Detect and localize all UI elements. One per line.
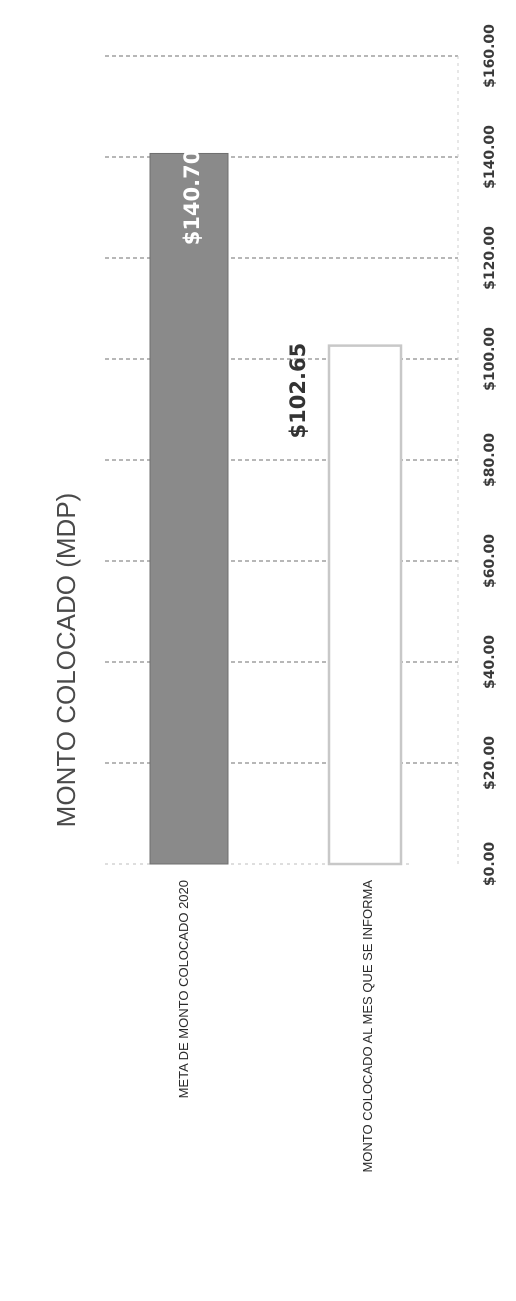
tick-label: $100.00 — [482, 327, 498, 391]
bars — [149, 152, 403, 866]
bar-2 — [327, 344, 403, 866]
tick-label: $40.00 — [482, 635, 498, 689]
labels: $0.00 $20.00 $40.00 $60.00 $80.00 $100.00 $120… — [176, 24, 498, 1173]
category-label: MONTO COLOCADO AL MES QUE SE INFORMA — [360, 880, 375, 1173]
category-label: META DE MONTO COLOCADO 2020 — [176, 880, 191, 1098]
title-group: MONTO COLOCADO (MDP) — [51, 493, 81, 828]
bar-1 — [149, 152, 229, 865]
tick-label: $20.00 — [482, 736, 498, 790]
tick-label: $160.00 — [482, 24, 498, 88]
tick-label: $80.00 — [482, 433, 498, 487]
tick-label: $0.00 — [482, 842, 498, 887]
tick-label: $120.00 — [482, 226, 498, 290]
tick-label: $60.00 — [482, 534, 498, 588]
chart-title: MONTO COLOCADO (MDP) — [51, 493, 81, 828]
data-label: $102.65 — [286, 343, 310, 439]
data-label: $140.70 — [180, 150, 204, 246]
tick-label: $140.00 — [482, 125, 498, 189]
